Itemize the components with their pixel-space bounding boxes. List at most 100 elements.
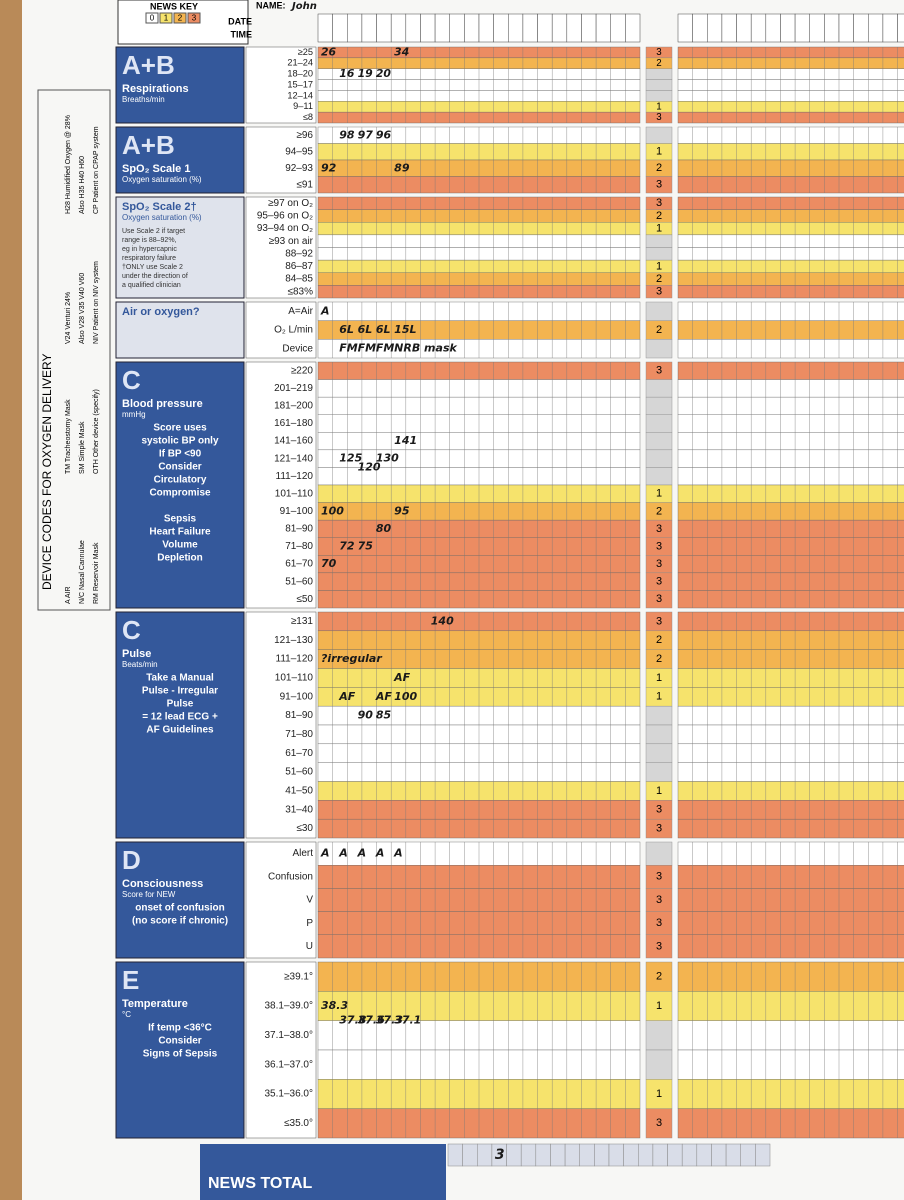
- row-label: 181–200: [274, 401, 313, 412]
- score-row: [677, 79, 904, 91]
- handwritten-entry: FM: [339, 342, 358, 355]
- handwritten-entry: 37.6: [358, 1014, 385, 1027]
- header-cell: [464, 13, 480, 43]
- section-note: Sepsis: [164, 514, 197, 525]
- total-cell: [520, 1143, 537, 1167]
- total-cell: [477, 1143, 493, 1167]
- row-label: ≤8: [303, 112, 313, 122]
- row-label: 31–40: [285, 804, 313, 815]
- score-row: [677, 1049, 904, 1080]
- score-number: 3: [656, 558, 662, 570]
- header-cell: [625, 13, 641, 43]
- score-cell: [645, 1079, 673, 1109]
- score-row: [677, 396, 904, 415]
- total-cell: [623, 1143, 639, 1167]
- device-title: DEVICE CODES FOR OXYGEN DELIVERY: [40, 353, 54, 590]
- score-row: [677, 272, 904, 286]
- handwritten-entry: 6L: [358, 323, 373, 336]
- total-cell: [740, 1143, 756, 1167]
- score-row: [677, 361, 904, 380]
- handwritten-entry: 140: [431, 614, 454, 627]
- row-label: 51–60: [285, 767, 313, 778]
- score-row: [677, 865, 904, 889]
- row-label: ≤50: [296, 594, 313, 605]
- row-label: U: [306, 941, 313, 952]
- row-label: 35.1–36.0°: [265, 1089, 314, 1100]
- handwritten-entry: AF: [338, 690, 356, 703]
- score-cell: [645, 176, 673, 194]
- score-number: 3: [656, 871, 662, 883]
- section-subtitle: Oxygen saturation (%): [122, 213, 202, 222]
- section-box: [115, 841, 245, 959]
- section-subtitle: Score for NEW: [122, 890, 176, 899]
- section-box: [115, 361, 245, 609]
- section-note: If BP <90: [159, 449, 202, 460]
- row-label: Device: [282, 343, 313, 354]
- score-row: [677, 1079, 904, 1109]
- score-row: [677, 90, 904, 102]
- section-note: Circulatory: [154, 475, 207, 486]
- score-row: [677, 705, 904, 726]
- total-cell: [696, 1143, 712, 1167]
- score-number: 3: [656, 894, 662, 906]
- row-label: ≤91: [296, 179, 313, 190]
- header-cell: [522, 13, 538, 43]
- handwritten-entry: 97: [358, 128, 374, 141]
- time-label: TIME: [231, 29, 253, 39]
- score-number: 1: [656, 691, 662, 703]
- score-number: 3: [656, 593, 662, 605]
- score-row: [677, 502, 904, 521]
- header-cell: [809, 13, 825, 43]
- score-row: [677, 176, 904, 194]
- row-label: 93–94 on O₂: [257, 223, 313, 234]
- total-cell: [594, 1143, 610, 1167]
- score-row: [677, 649, 904, 669]
- header-cell: [853, 13, 869, 43]
- row-label: ≥25: [298, 47, 313, 57]
- section-letter: C: [122, 365, 141, 395]
- handwritten-entry: A: [320, 847, 330, 860]
- total-cell: [579, 1143, 595, 1167]
- section-note: a qualified clinician: [122, 282, 181, 289]
- row-label: ≥97 on O₂: [268, 198, 313, 209]
- score-cell: [645, 247, 673, 261]
- section-note: eg in hypercapnic: [122, 246, 177, 253]
- score-row: [677, 339, 904, 359]
- score-row: [677, 724, 904, 745]
- handwritten-entry: 3: [495, 1147, 505, 1163]
- score-number: 2: [656, 971, 662, 983]
- score-row: [677, 1108, 904, 1139]
- row-label: 36.1–37.0°: [265, 1059, 314, 1070]
- score-number: 3: [656, 286, 662, 298]
- header-cell: [566, 13, 582, 43]
- handwritten-entry: 38.3: [321, 999, 348, 1012]
- handwritten-entry: ?irregular: [321, 652, 382, 665]
- handwritten-entry: FM: [358, 342, 377, 355]
- section-subtitle: °C: [122, 1010, 131, 1019]
- score-row: [677, 590, 904, 609]
- section-note: (no score if chronic): [132, 916, 228, 927]
- row-label: 61–70: [285, 748, 313, 759]
- score-row: [677, 68, 904, 80]
- row-label: 91–100: [280, 691, 314, 702]
- row-label: V: [306, 895, 313, 906]
- row-label: 95–96 on O₂: [257, 211, 313, 222]
- score-row: [677, 484, 904, 503]
- score-number: 3: [656, 179, 662, 191]
- score-row: [677, 991, 904, 1021]
- section-note: Heart Failure: [149, 527, 211, 538]
- row-label: 15–17: [287, 79, 313, 89]
- total-cell: [462, 1143, 478, 1167]
- score-row: [677, 196, 904, 210]
- score-number: 3: [656, 576, 662, 588]
- device-code: SM Simple Mask: [79, 421, 86, 474]
- header-cell: [692, 13, 708, 43]
- section-title: Consciousness: [122, 878, 203, 890]
- handwritten-entry: 19: [358, 67, 374, 80]
- section-note: respiratory failure: [122, 255, 176, 262]
- score-number: 3: [656, 112, 661, 123]
- total-cell: [550, 1143, 566, 1167]
- score-cell: [645, 1020, 673, 1051]
- row-label: 18–20: [287, 69, 313, 79]
